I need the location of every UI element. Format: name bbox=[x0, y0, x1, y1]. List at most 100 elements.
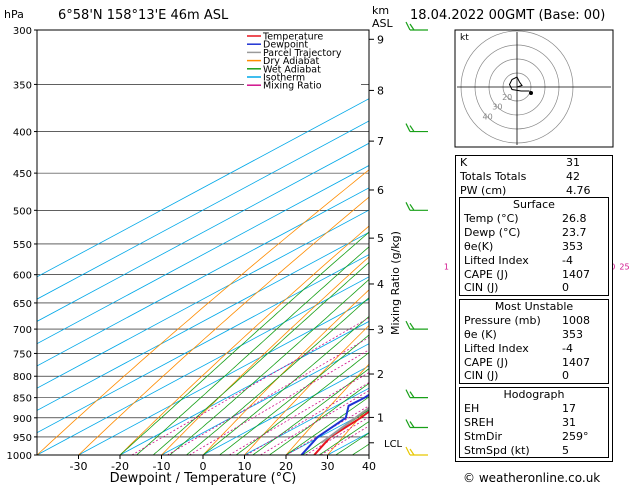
mixing-ratio-line bbox=[228, 372, 369, 455]
x-axis-label: Dewpoint / Temperature (°C) bbox=[110, 471, 297, 486]
hodograph-stat-row: SREH 31 bbox=[460, 416, 608, 430]
isotherm-line bbox=[37, 120, 369, 300]
pressure-tick-label: 450 bbox=[13, 169, 32, 180]
hodograph-stat-key: StmSpd (kt) bbox=[464, 443, 530, 457]
background-lines bbox=[37, 30, 629, 455]
isotherm-line bbox=[37, 98, 369, 278]
dry-adiabat-line bbox=[618, 30, 629, 455]
hodograph-ring-label: 40 bbox=[483, 112, 493, 121]
index-row: PW (cm) 4.76 bbox=[456, 184, 612, 198]
surface-value: 23.7 bbox=[562, 226, 587, 240]
km-tick-label: 3 bbox=[377, 324, 384, 337]
dry-adiabat-line bbox=[119, 225, 369, 455]
pressure-tick-label: 700 bbox=[13, 325, 32, 336]
footer-credit: © weatheronline.co.uk bbox=[463, 471, 600, 485]
surface-key: Dewp (°C) bbox=[464, 226, 521, 240]
most-unstable-value: 353 bbox=[562, 327, 583, 341]
legend-label: Dry Adiabat bbox=[263, 56, 320, 67]
surface-key: CAPE (J) bbox=[464, 267, 509, 281]
most-unstable-key: Lifted Index bbox=[464, 341, 529, 355]
surface-title: Surface bbox=[513, 198, 555, 212]
most-unstable-title: Most Unstable bbox=[494, 300, 574, 314]
mixing-ratio-line bbox=[167, 337, 369, 455]
pressure-tick-label: 800 bbox=[13, 372, 32, 383]
wet-adiabat-line bbox=[119, 231, 369, 455]
hodograph-stat-key: StmDir bbox=[464, 429, 503, 443]
most-unstable-row: CAPE (J) 1407 bbox=[460, 356, 608, 370]
pressure-tick-label: 850 bbox=[13, 394, 32, 405]
surface-value: -4 bbox=[562, 253, 573, 267]
surface-value: 353 bbox=[562, 239, 583, 253]
most-unstable-box: Most Unstable Pressure (mb) 1008 θe (K) 353… bbox=[459, 299, 609, 385]
wet-adiabat-line bbox=[285, 396, 369, 455]
wet-adiabat-line bbox=[302, 409, 369, 455]
isotherm-line bbox=[78, 298, 369, 455]
hodograph-stat-value: 31 bbox=[562, 415, 576, 429]
temp-tick-label: -10 bbox=[153, 460, 171, 473]
most-unstable-key: θe (K) bbox=[464, 327, 497, 341]
most-unstable-row: Lifted Index -4 bbox=[460, 342, 608, 356]
pressure-tick-label: 1000 bbox=[7, 451, 32, 462]
isotherm-line bbox=[37, 165, 369, 345]
pressure-tick-label: 350 bbox=[13, 80, 32, 91]
surface-row: θe(K) 353 bbox=[460, 240, 608, 254]
most-unstable-row: CIN (J) 0 bbox=[460, 369, 608, 383]
index-value: 4.76 bbox=[566, 183, 591, 197]
pressure-tick-label: 300 bbox=[13, 26, 32, 37]
datetime-title: 18.04.2022 00GMT (Base: 00) bbox=[410, 8, 605, 23]
wet-adiabat-line bbox=[136, 246, 369, 455]
wind-barb bbox=[405, 21, 428, 31]
wet-adiabat-line bbox=[186, 297, 369, 455]
isotherm-line bbox=[37, 209, 369, 389]
hodograph-stat-key: SREH bbox=[464, 415, 494, 429]
km-unit-label: km bbox=[372, 4, 389, 17]
mixing-ratio-line bbox=[131, 317, 369, 455]
surface-key: Lifted Index bbox=[464, 253, 529, 267]
wet-adiabat-line bbox=[252, 368, 369, 455]
location-title: 6°58'N 158°13'E 46m ASL bbox=[58, 8, 229, 23]
km-tick-label: 4 bbox=[377, 278, 384, 291]
hodograph-stat-row: StmSpd (kt) 5 bbox=[460, 444, 608, 458]
temp-tick-label: 10 bbox=[238, 460, 252, 473]
dry-adiabat-line bbox=[202, 289, 369, 455]
pressure-tick-label: 950 bbox=[13, 433, 32, 444]
wind-barb bbox=[405, 123, 428, 133]
dry-adiabat-line bbox=[161, 256, 369, 455]
most-unstable-row: θe (K) 353 bbox=[460, 328, 608, 342]
mixing-ratio-line bbox=[320, 425, 369, 455]
hodograph-box: Hodograph EH 17 SREH 31 StmDir 259° StmSpd (kt… bbox=[459, 387, 609, 459]
hodograph-stat-value: 17 bbox=[562, 402, 576, 416]
pressure-tick-label: 400 bbox=[13, 128, 32, 139]
index-value: 42 bbox=[566, 169, 580, 183]
mixing-ratio-line bbox=[305, 416, 369, 455]
wet-adiabat-line bbox=[219, 334, 369, 455]
pressure-tick-label: 650 bbox=[13, 299, 32, 310]
hodograph-stat-value: 259° bbox=[562, 429, 589, 443]
wet-adiabat-line bbox=[152, 261, 369, 455]
temp-tick-label: 30 bbox=[321, 460, 335, 473]
most-unstable-key: Pressure (mb) bbox=[464, 314, 541, 328]
legend-label: Parcel Trajectory bbox=[263, 48, 342, 59]
wind-barb bbox=[405, 419, 428, 429]
most-unstable-key: CIN (J) bbox=[464, 369, 499, 383]
most-unstable-value: 1407 bbox=[562, 355, 590, 369]
wind-barbs bbox=[405, 21, 428, 456]
km-tick-label: 6 bbox=[377, 184, 384, 197]
temp-tick-label: 20 bbox=[279, 460, 293, 473]
isotherm-line bbox=[161, 343, 369, 455]
isotherm-line bbox=[202, 365, 369, 455]
dry-adiabat-line bbox=[78, 196, 369, 455]
surface-row: CAPE (J) 1407 bbox=[460, 268, 608, 282]
hodograph-trace bbox=[508, 76, 530, 92]
legend-label: Mixing Ratio bbox=[263, 81, 322, 92]
temperature-axis: -30 -20 -10 0 10 20 30 40 bbox=[70, 455, 376, 473]
mixing-ratio-label: 25 bbox=[619, 263, 629, 272]
mixing-ratio-line bbox=[260, 390, 369, 455]
index-value: 31 bbox=[566, 156, 580, 169]
km-tick-label: 1 bbox=[377, 411, 384, 424]
pressure-tick-label: 900 bbox=[13, 414, 32, 425]
storm-motion-dot bbox=[529, 91, 533, 95]
series-parcel-trajectory bbox=[320, 406, 369, 444]
